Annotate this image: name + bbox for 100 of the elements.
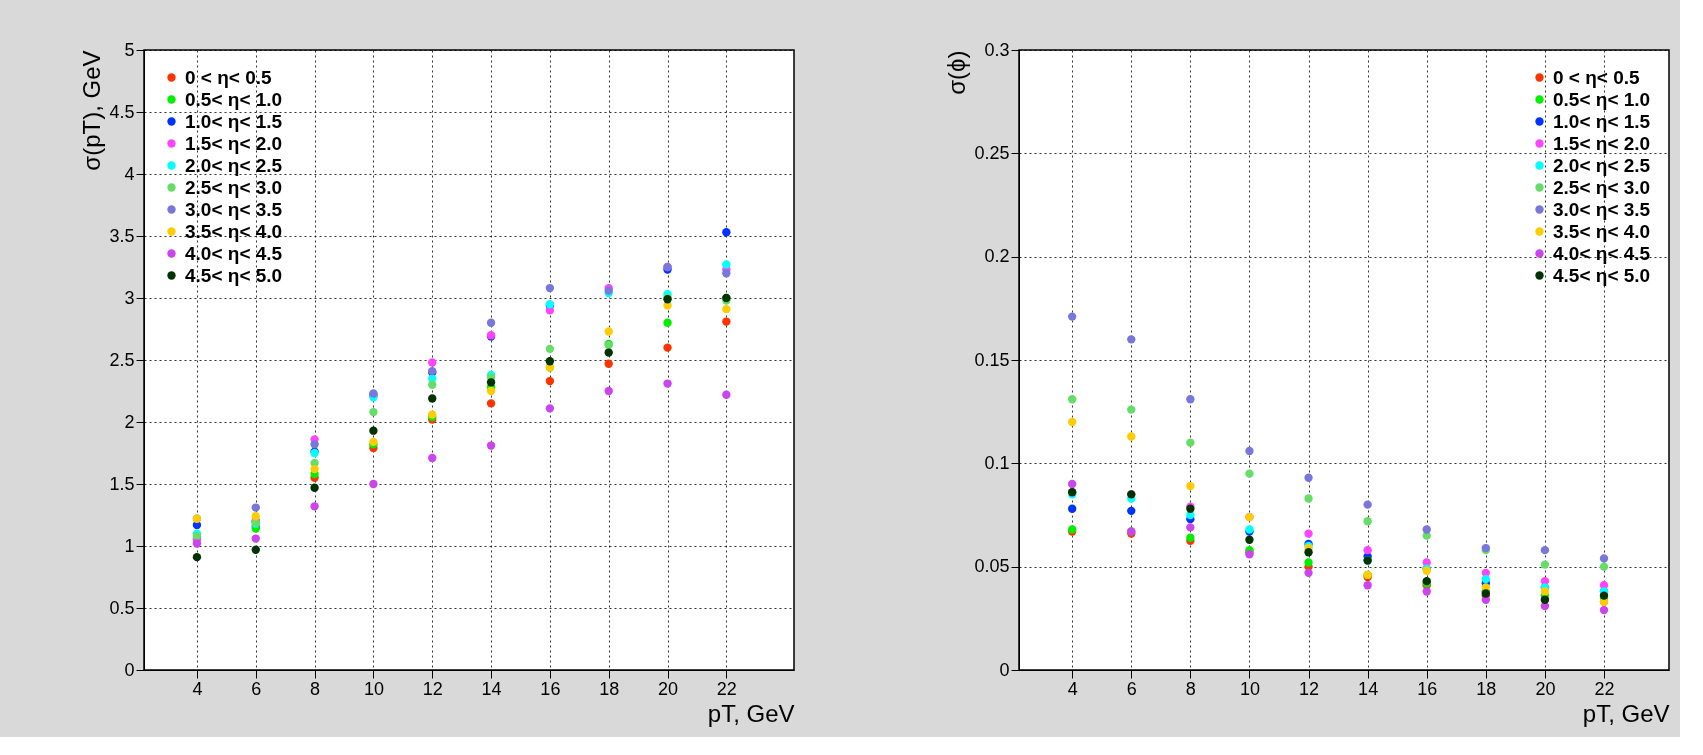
legend-label: 4.5< η< 5.0 bbox=[185, 264, 283, 286]
x-tick-label: 6 bbox=[1126, 678, 1137, 699]
point bbox=[486, 318, 496, 327]
x-axis-title: pT, GeV bbox=[707, 699, 795, 727]
x-tick-label: 22 bbox=[716, 678, 737, 699]
point bbox=[663, 318, 672, 327]
legend-label: 3.0< η< 3.5 bbox=[1553, 198, 1651, 220]
point bbox=[722, 304, 731, 314]
x-tick-label: 12 bbox=[422, 678, 443, 699]
point bbox=[1363, 500, 1372, 509]
y-axis-title: σ(ϕ) bbox=[943, 50, 971, 95]
point bbox=[369, 479, 378, 489]
point bbox=[1068, 504, 1077, 513]
point bbox=[1127, 405, 1136, 414]
legend-label: 4.0< η< 4.5 bbox=[185, 242, 283, 264]
x-tick-label: 4 bbox=[1067, 678, 1078, 699]
point bbox=[486, 378, 496, 387]
point bbox=[428, 380, 437, 389]
y-tick-label: 0.1 bbox=[984, 452, 1010, 473]
point bbox=[545, 404, 555, 413]
point bbox=[310, 464, 319, 474]
point bbox=[604, 348, 613, 357]
x-tick-label: 20 bbox=[658, 678, 679, 699]
point bbox=[545, 283, 555, 293]
legend-label: 4.5< η< 5.0 bbox=[1553, 264, 1651, 286]
y-tick-label: 4.5 bbox=[109, 101, 135, 122]
y-tick-label: 2.5 bbox=[109, 349, 135, 370]
point bbox=[545, 376, 555, 386]
point bbox=[192, 539, 202, 548]
point bbox=[1599, 562, 1609, 571]
point bbox=[1599, 554, 1609, 563]
point bbox=[1245, 469, 1254, 478]
x-tick-label: 4 bbox=[192, 678, 203, 699]
legend-label: 1.5< η< 2.0 bbox=[185, 132, 283, 154]
point bbox=[369, 426, 378, 435]
point bbox=[310, 502, 319, 511]
point bbox=[428, 358, 437, 367]
point bbox=[722, 390, 731, 399]
y-tick-label: 0 bbox=[999, 659, 1010, 680]
point bbox=[369, 407, 378, 417]
point bbox=[310, 483, 319, 492]
y-axis-title: σ(pT), GeV bbox=[78, 50, 106, 171]
point bbox=[1186, 395, 1195, 404]
point bbox=[1481, 574, 1490, 584]
legend-label: 0.5< η< 1.0 bbox=[185, 88, 283, 110]
point bbox=[722, 269, 731, 278]
point bbox=[722, 317, 731, 326]
point bbox=[663, 343, 672, 352]
point bbox=[251, 545, 260, 554]
x-tick-label: 10 bbox=[1239, 678, 1260, 699]
point bbox=[1540, 587, 1550, 596]
legend-label: 3.0< η< 3.5 bbox=[185, 198, 283, 220]
point bbox=[722, 228, 731, 237]
legend-label: 0 < η< 0.5 bbox=[1553, 66, 1641, 88]
y-tick-label: 0.3 bbox=[984, 39, 1010, 60]
point bbox=[663, 379, 672, 388]
legend-label: 2.5< η< 3.0 bbox=[1553, 176, 1651, 198]
point bbox=[1363, 517, 1372, 526]
x-tick-label: 10 bbox=[363, 678, 384, 699]
point bbox=[1245, 446, 1254, 456]
point bbox=[1068, 417, 1077, 427]
y-tick-label: 0.2 bbox=[984, 246, 1010, 267]
point bbox=[1186, 523, 1195, 532]
x-tick-label: 16 bbox=[1417, 678, 1438, 699]
y-tick-label: 0.15 bbox=[974, 349, 1010, 370]
y-tick-label: 4 bbox=[124, 163, 135, 184]
point bbox=[251, 512, 260, 521]
legend-label: 3.5< η< 4.0 bbox=[185, 220, 283, 242]
point bbox=[1599, 605, 1609, 615]
legend-label: 1.5< η< 2.0 bbox=[1553, 132, 1651, 154]
x-tick-label: 12 bbox=[1299, 678, 1320, 699]
x-axis-title: pT, GeV bbox=[1582, 699, 1670, 727]
point bbox=[722, 260, 731, 269]
point bbox=[604, 327, 613, 336]
y-tick-label: 3.5 bbox=[109, 225, 135, 246]
x-tick-label: 16 bbox=[540, 678, 561, 699]
point bbox=[1127, 432, 1136, 441]
y-tick-label: 1.5 bbox=[109, 473, 135, 494]
point bbox=[604, 386, 613, 396]
legend-label: 1.0< η< 1.5 bbox=[1553, 110, 1651, 132]
x-tick-label: 18 bbox=[1476, 678, 1497, 699]
point bbox=[545, 357, 555, 366]
x-tick-label: 6 bbox=[251, 678, 262, 699]
y-tick-label: 0 bbox=[124, 659, 135, 680]
point bbox=[1540, 545, 1550, 555]
point bbox=[1363, 545, 1372, 555]
x-tick-label: 14 bbox=[1358, 678, 1379, 699]
point bbox=[1304, 548, 1313, 557]
point bbox=[1186, 438, 1195, 447]
x-tick-label: 8 bbox=[310, 678, 321, 699]
point bbox=[428, 394, 437, 403]
x-tick-label: 22 bbox=[1594, 678, 1615, 699]
x-tick-label: 14 bbox=[481, 678, 502, 699]
legend-label: 0 < η< 0.5 bbox=[185, 66, 273, 88]
y-tick-label: 5 bbox=[124, 39, 135, 60]
point bbox=[1245, 535, 1254, 544]
point bbox=[545, 344, 555, 354]
point bbox=[604, 359, 613, 368]
point bbox=[1186, 481, 1195, 491]
point bbox=[251, 534, 260, 543]
